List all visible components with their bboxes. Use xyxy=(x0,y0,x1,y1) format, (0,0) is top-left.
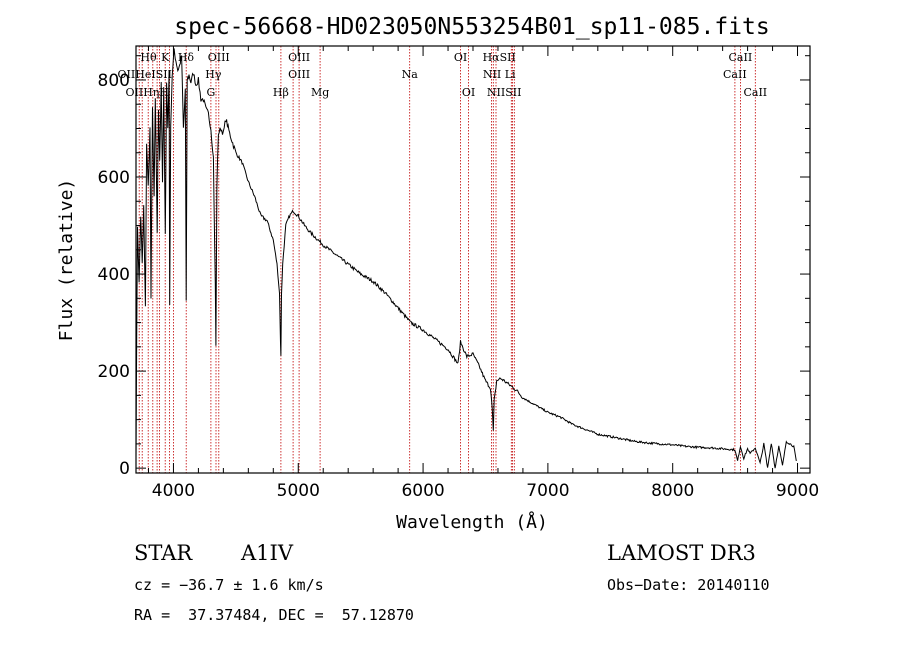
x-tick-label: 7000 xyxy=(526,481,569,501)
line-label: Hγ xyxy=(205,68,222,81)
line-label: HαSII xyxy=(483,51,516,64)
line-label: OI xyxy=(462,86,475,99)
y-axis-ticks: 0 200 400 600 800 xyxy=(98,55,810,479)
y-axis-label: Flux (relative) xyxy=(56,179,77,342)
line-label: CaII xyxy=(729,51,753,64)
y-tick-label: 800 xyxy=(98,71,130,91)
line-label: OIII xyxy=(208,51,230,64)
line-label: G xyxy=(206,86,215,99)
y-tick-label: 200 xyxy=(98,362,130,382)
y-tick-label: 600 xyxy=(98,168,130,188)
redshift-velocity: cz = −36.7 ± 1.6 km/s xyxy=(134,576,324,594)
line-label: OIIHηH xyxy=(125,86,168,99)
object-type: STAR xyxy=(134,541,193,565)
line-label: NIISII xyxy=(487,86,522,99)
line-label: CaII xyxy=(743,86,767,99)
coordinates: RA = 37.37484, DEC = 57.12870 xyxy=(134,606,414,624)
x-axis-ticks: 4000 5000 6000 7000 8000 9000 xyxy=(147,46,819,501)
x-tick-label: 6000 xyxy=(401,481,444,501)
line-label: Hδ xyxy=(178,51,195,64)
spectral-line-labels: Hθ K Hδ OIII OIII OI HαSII CaII OIIHeISII Hγ OIII N… xyxy=(118,51,768,99)
x-tick-label: 9000 xyxy=(776,481,819,501)
chart-title: spec-56668-HD023050N553254B01_sp11-085.f… xyxy=(174,14,769,40)
line-label: Na xyxy=(402,68,419,81)
y-tick-label: 400 xyxy=(98,265,130,285)
line-label: K xyxy=(161,51,170,64)
line-label: OIIHeISII xyxy=(118,68,172,81)
line-label: OI xyxy=(454,51,467,64)
line-label: NII Li xyxy=(483,68,516,81)
line-label: Mg xyxy=(311,86,329,99)
spectrum-series xyxy=(135,48,797,469)
x-tick-label: 8000 xyxy=(651,481,694,501)
line-label: OIII xyxy=(288,51,310,64)
plot-frame xyxy=(135,45,811,474)
x-axis-label: Wavelength (Å) xyxy=(396,511,548,533)
line-label: OIII xyxy=(288,68,310,81)
survey-name: LAMOST DR3 xyxy=(607,541,756,565)
x-tick-label: 5000 xyxy=(277,481,320,501)
y-tick-label: 0 xyxy=(119,459,130,479)
line-label: CaII xyxy=(723,68,747,81)
spectral-class: A1IV xyxy=(240,541,294,565)
observation-date: Obs−Date: 20140110 xyxy=(607,576,770,594)
flux-line xyxy=(135,48,797,469)
line-label: Hθ xyxy=(140,51,157,64)
x-tick-label: 4000 xyxy=(152,481,195,501)
line-label: Hβ xyxy=(273,86,289,99)
spectral-line-markers xyxy=(138,46,756,473)
